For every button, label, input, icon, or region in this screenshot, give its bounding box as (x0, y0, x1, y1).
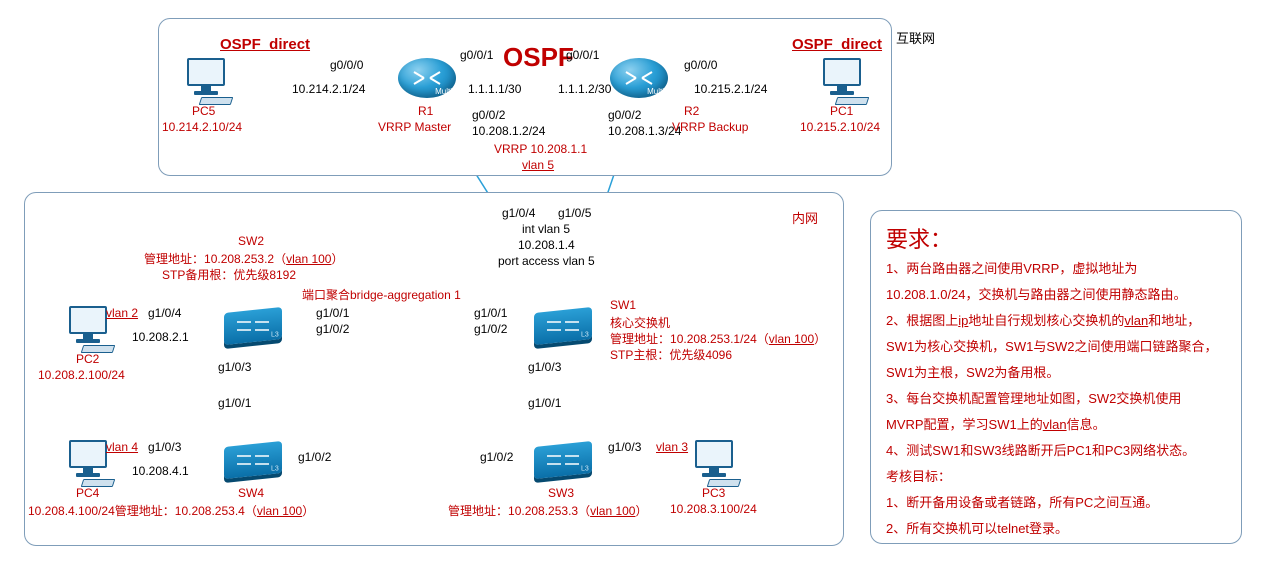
internet-label: 互联网 (896, 28, 935, 47)
req-l1: 1、两台路由器之间使用VRRP，虚拟地址为 (886, 256, 1226, 282)
sw4-icon (224, 441, 282, 479)
intranet-label: 内网 (792, 208, 818, 227)
req-l6: 3、每台交换机配置管理地址如图，SW2交换机使用 (886, 386, 1226, 412)
pc2-port: g1/0/4 (148, 306, 181, 320)
sw1-stp: STP主根：优先级4096 (610, 346, 732, 363)
pc1-icon (822, 58, 862, 98)
req-l11: 2、所有交换机可以telnet登录。 (886, 516, 1226, 542)
pc3-port: g1/0/3 (608, 440, 641, 454)
sw2-stp: STP备用根：优先级8192 (162, 266, 296, 283)
r2-role: VRRP Backup (672, 120, 748, 134)
r1-name: R1 (418, 104, 433, 118)
vrrp-vlan: vlan 5 (522, 158, 554, 172)
pc1-name: PC1 (830, 104, 853, 118)
sw4-mgmt-pc4-combined: 10.208.4.100/24管理地址：10.208.253.4（vlan 10… (28, 502, 314, 519)
r2-icon (610, 58, 668, 98)
pc1-ip: 10.215.2.10/24 (800, 120, 880, 134)
pc4-vlan: vlan 4 (106, 440, 138, 454)
req-body: 1、两台路由器之间使用VRRP，虚拟地址为 10.208.1.0/24，交换机与… (886, 256, 1226, 542)
sw1-uplink-ip: 10.208.1.4 (518, 238, 575, 252)
sw2-agg-label: 端口聚合bridge-aggregation 1 (302, 286, 461, 303)
req-l4: SW1为核心交换机，SW1与SW2之间使用端口链路聚合， (886, 334, 1226, 360)
pc3-icon (694, 440, 734, 480)
r1-ipleft: 10.214.2.1/24 (292, 82, 365, 96)
pc3-ip: 10.208.3.100/24 (670, 502, 757, 516)
r1-g002: g0/0/2 (472, 108, 505, 122)
pc2-icon (68, 306, 108, 346)
pc4-name: PC4 (76, 486, 99, 500)
sw2-name: SW2 (238, 234, 264, 248)
req-l7: MVRP配置，学习SW1上的vlan信息。 (886, 412, 1226, 438)
pc5-ip: 10.214.2.10/24 (162, 120, 242, 134)
sw1-name: SW1 (610, 298, 636, 312)
r2-g001: g0/0/1 (566, 48, 599, 62)
r1-g001: g0/0/1 (460, 48, 493, 62)
req-l9: 考核目标： (886, 464, 1226, 490)
pc3-vlan: vlan 3 (656, 440, 688, 454)
sw3-left: g1/0/2 (480, 450, 513, 464)
pc5-icon (186, 58, 226, 98)
ospf-left: OSPF_direct (220, 36, 310, 53)
sw1-down-p3: g1/0/3 (528, 360, 561, 374)
r1-ipmid: 1.1.1.1/30 (468, 82, 521, 96)
r1-ipdown: 10.208.1.2/24 (472, 124, 545, 138)
req-title: 要求： (886, 222, 952, 254)
sw3-icon (534, 441, 592, 479)
vrrp-label: VRRP 10.208.1.1 (494, 142, 587, 156)
pc4-gw: 10.208.4.1 (132, 464, 189, 478)
sw2-down-p3: g1/0/3 (218, 360, 251, 374)
sw1-mgmt: 管理地址：10.208.253.1/24（vlan 100） (610, 330, 826, 347)
sw3-name: SW3 (548, 486, 574, 500)
pc2-vlan: vlan 2 (106, 306, 138, 320)
sw1-access: port access vlan 5 (498, 254, 595, 268)
sw4-name: SW4 (238, 486, 264, 500)
pc3-name: PC3 (702, 486, 725, 500)
sw1-intvlan: int vlan 5 (522, 222, 570, 236)
pc2-name: PC2 (76, 352, 99, 366)
pc2-gw: 10.208.2.1 (132, 330, 189, 344)
sw1-agg-p2: g1/0/2 (474, 322, 507, 336)
sw2-mgmt: 管理地址：10.208.253.2（vlan 100） (144, 250, 344, 267)
pc4-port: g1/0/3 (148, 440, 181, 454)
r1-icon (398, 58, 456, 98)
r2-ipdown: 10.208.1.3/24 (608, 124, 681, 138)
r2-name: R2 (684, 104, 699, 118)
req-l10: 1、断开备用设备或者链路，所有PC之间互通。 (886, 490, 1226, 516)
sw2-agg-p2: g1/0/2 (316, 322, 349, 336)
ospf-right: OSPF_direct (792, 36, 882, 53)
r1-g000: g0/0/0 (330, 58, 363, 72)
sw1-p5: g1/0/5 (558, 206, 591, 220)
pc5-name: PC5 (192, 104, 215, 118)
sw4-right: g1/0/2 (298, 450, 331, 464)
req-l8: 4、测试SW1和SW3线路断开后PC1和PC3网络状态。 (886, 438, 1226, 464)
r1-role: VRRP Master (378, 120, 451, 134)
req-l5: SW1为主根，SW2为备用根。 (886, 360, 1226, 386)
sw4-up-p1: g1/0/1 (218, 396, 251, 410)
pc4-icon (68, 440, 108, 480)
sw1-icon (534, 307, 592, 345)
r2-ipright: 10.215.2.1/24 (694, 82, 767, 96)
r2-g000: g0/0/0 (684, 58, 717, 72)
sw2-icon (224, 307, 282, 345)
r2-ipmid: 1.1.1.2/30 (558, 82, 611, 96)
req-l3: 2、根据图上ip地址自行规划核心交换机的vlan和地址， (886, 308, 1226, 334)
ospf-center: OSPF (503, 42, 574, 73)
pc2-ip: 10.208.2.100/24 (38, 368, 125, 382)
req-l2: 10.208.1.0/24，交换机与路由器之间使用静态路由。 (886, 282, 1226, 308)
sw1-p4: g1/0/4 (502, 206, 535, 220)
sw2-agg-p1: g1/0/1 (316, 306, 349, 320)
sw1-title: 核心交换机 (610, 314, 670, 331)
r2-g002: g0/0/2 (608, 108, 641, 122)
sw1-agg-p1: g1/0/1 (474, 306, 507, 320)
sw3-mgmt: 管理地址：10.208.253.3（vlan 100） (448, 502, 648, 519)
sw3-up-p1: g1/0/1 (528, 396, 561, 410)
